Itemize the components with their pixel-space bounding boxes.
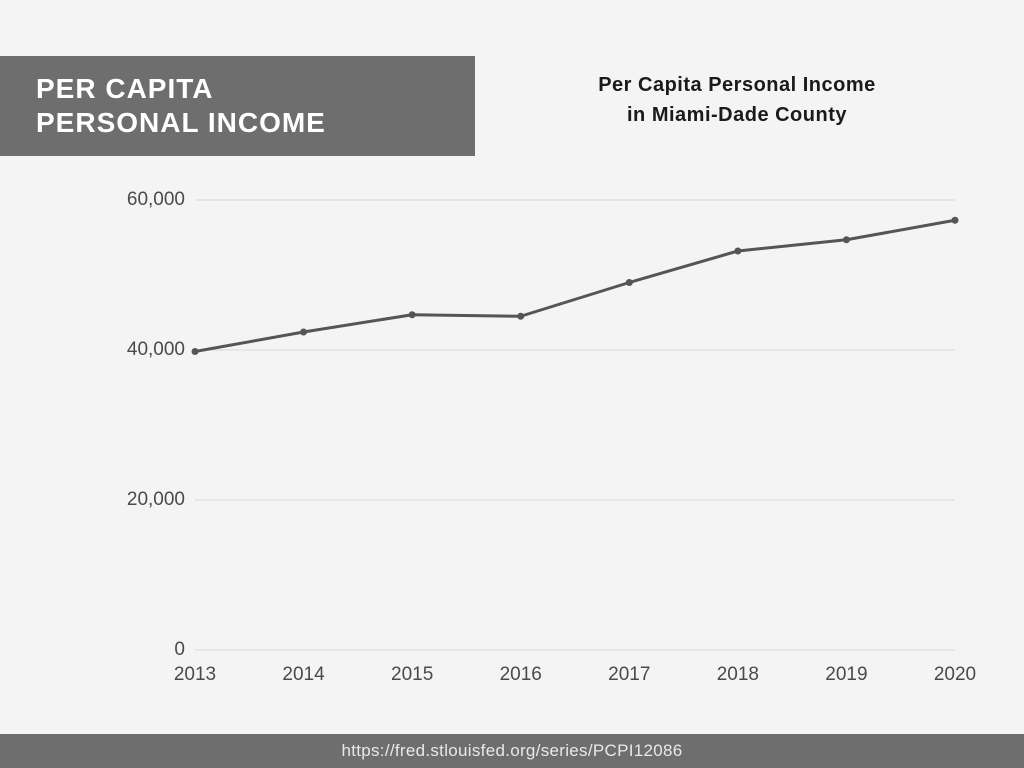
main-title: PER CAPITA PERSONAL INCOME — [36, 72, 326, 139]
data-point — [192, 348, 199, 355]
x-axis-label: 2014 — [274, 664, 334, 686]
x-axis-label: 2020 — [925, 664, 985, 686]
data-point — [843, 236, 850, 243]
x-axis-label: 2016 — [491, 664, 551, 686]
y-axis-label: 0 — [95, 639, 185, 661]
source-url: https://fred.stlouisfed.org/series/PCPI1… — [341, 741, 682, 761]
chart-subtitle: Per Capita Personal Income in Miami-Dade… — [510, 70, 964, 130]
x-axis-label: 2013 — [165, 664, 225, 686]
y-axis-label: 20,000 — [95, 489, 185, 511]
data-point — [517, 313, 524, 320]
x-axis-label: 2018 — [708, 664, 768, 686]
data-point — [300, 329, 307, 336]
data-point — [409, 311, 416, 318]
x-axis-label: 2015 — [382, 664, 442, 686]
footer-bar: https://fred.stlouisfed.org/series/PCPI1… — [0, 734, 1024, 768]
data-point — [734, 248, 741, 255]
title-panel: PER CAPITA PERSONAL INCOME — [0, 56, 475, 156]
series-line — [195, 220, 955, 351]
data-point — [952, 217, 959, 224]
income-line-chart: 0 20,000 40,000 60,000 2013 2014 2015 2016 2017 2… — [80, 180, 960, 700]
y-axis-label: 40,000 — [95, 339, 185, 361]
y-axis-label: 60,000 — [95, 189, 185, 211]
x-axis-label: 2017 — [599, 664, 659, 686]
x-axis-label: 2019 — [816, 664, 876, 686]
data-point — [626, 279, 633, 286]
